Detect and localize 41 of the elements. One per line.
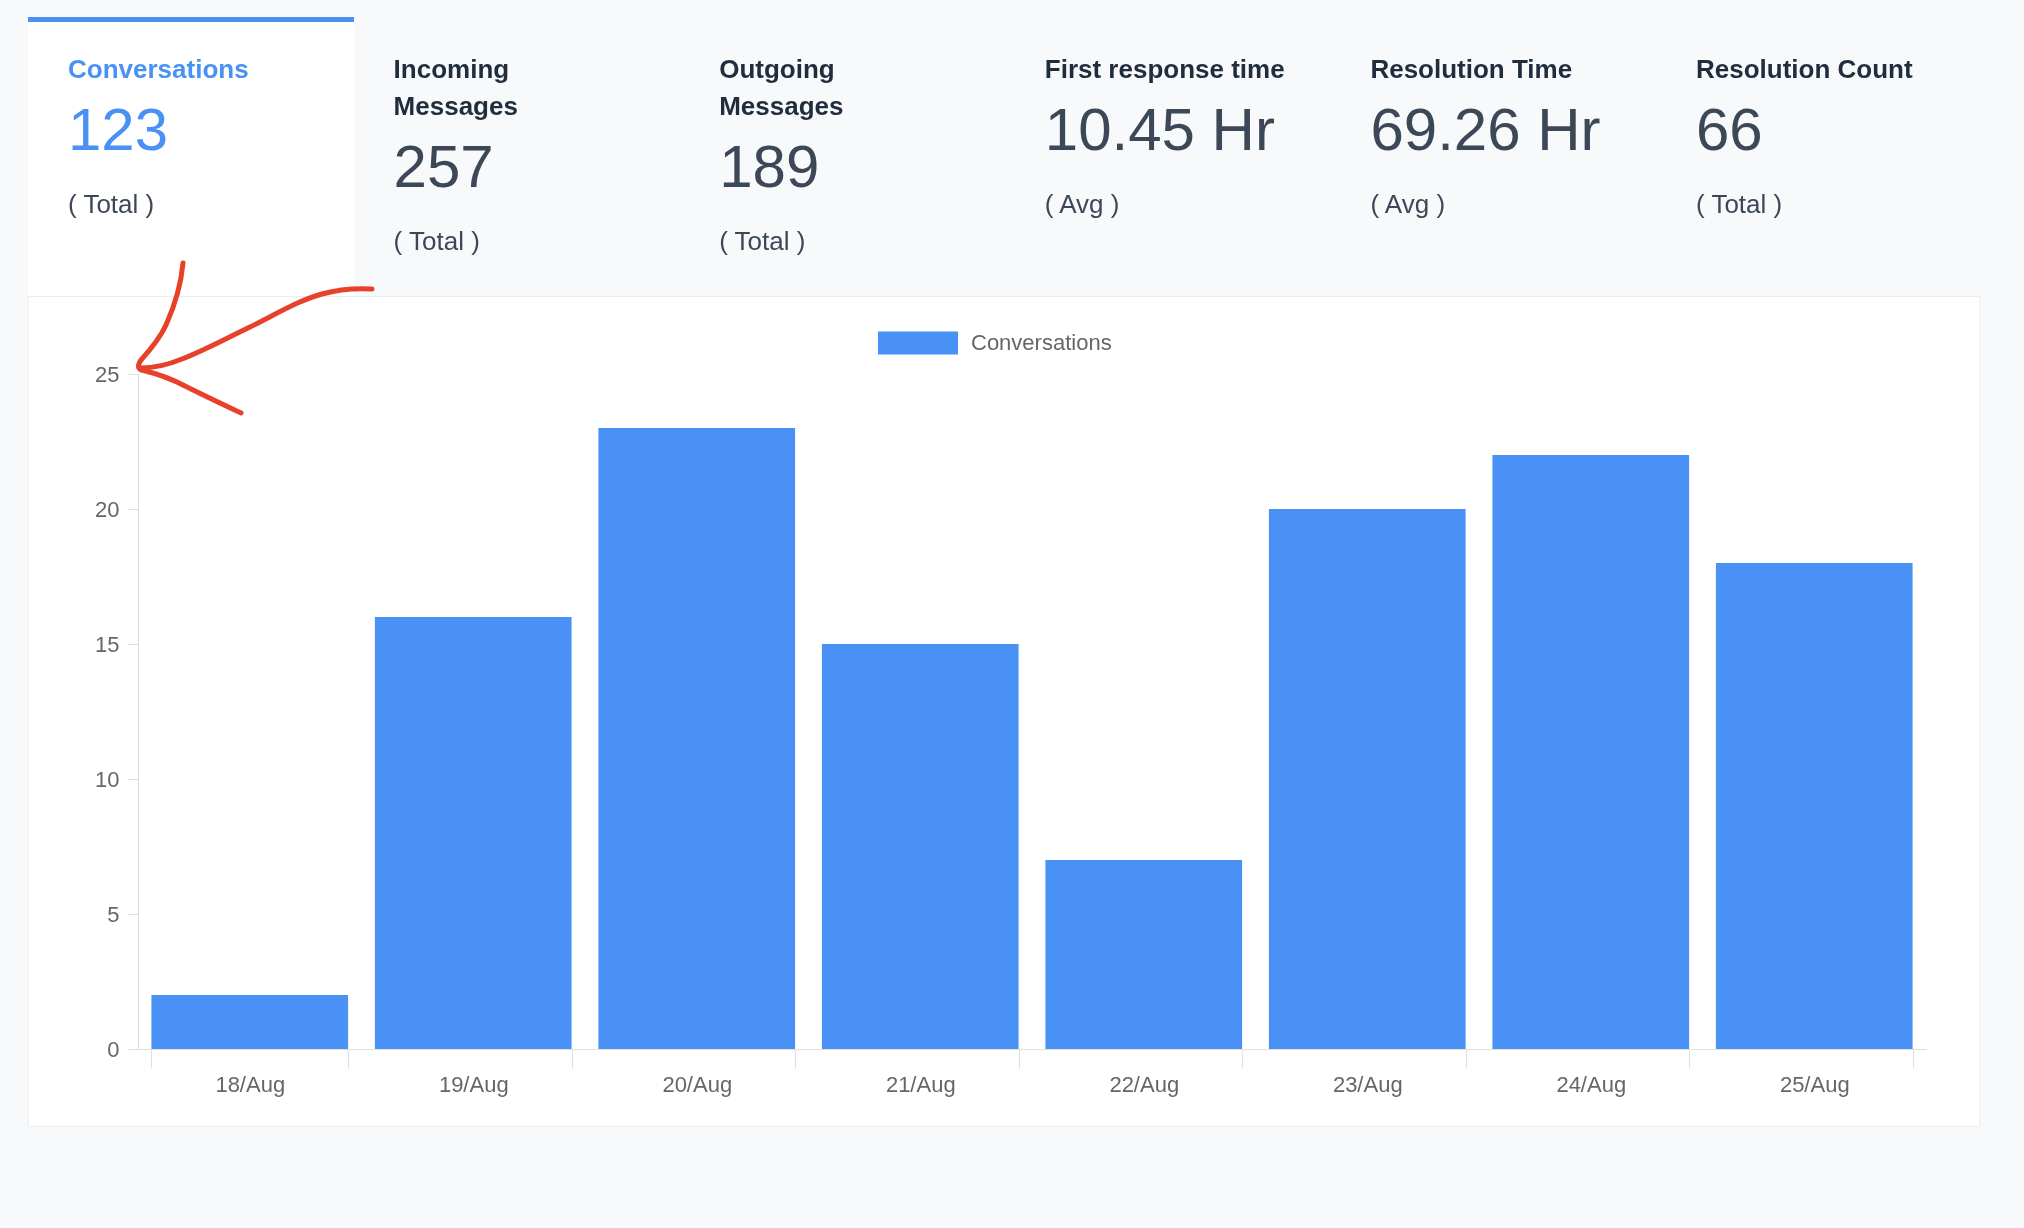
text: Outgoing Messages (719, 53, 845, 123)
text: 189 (719, 132, 821, 202)
bar (1715, 563, 1913, 1049)
bar (598, 428, 796, 1049)
text: Conversations (68, 53, 250, 86)
y-tick-label: 10 (95, 766, 120, 792)
bar (374, 617, 572, 1049)
bar (1492, 455, 1690, 1049)
text: ( Total ) (1696, 188, 1784, 221)
y-tick-label: 5 (107, 901, 120, 927)
y-tick-label: 25 (95, 361, 120, 387)
y-tick-label: 0 (107, 1036, 120, 1062)
x-tick-label: 20/Aug (662, 1071, 733, 1097)
text: Incoming Messages (393, 53, 519, 123)
x-tick-label: 18/Aug (215, 1071, 286, 1097)
y-tick-label: 20 (95, 496, 120, 522)
x-tick-label: 22/Aug (1109, 1071, 1180, 1097)
text: 66 (1696, 95, 1764, 165)
text: First response time (1044, 53, 1286, 86)
y-tick-label: 15 (95, 631, 120, 657)
text: ( Total ) (719, 225, 807, 258)
text: 123 (68, 95, 170, 165)
bar (1268, 509, 1466, 1049)
text: 10.45 Hr (1044, 95, 1276, 165)
x-tick-label: 19/Aug (438, 1071, 509, 1097)
text: Resolution Count (1696, 53, 1914, 86)
text: ( Total ) (393, 225, 481, 258)
text: ( Total ) (68, 188, 156, 221)
x-tick-label: 23/Aug (1332, 1071, 1403, 1097)
x-tick-label: 21/Aug (885, 1071, 956, 1097)
bar (821, 644, 1019, 1049)
text: Resolution Time (1370, 53, 1574, 86)
x-tick-label: 24/Aug (1556, 1071, 1627, 1097)
bar (1045, 860, 1243, 1049)
text: ( Avg ) (1044, 188, 1121, 221)
text: ( Avg ) (1370, 188, 1447, 221)
legend-label: Conversations (971, 330, 1112, 355)
text: 257 (393, 132, 495, 202)
x-tick-label: 25/Aug (1779, 1071, 1850, 1097)
bar (151, 995, 349, 1049)
text: 69.26 Hr (1370, 95, 1602, 165)
